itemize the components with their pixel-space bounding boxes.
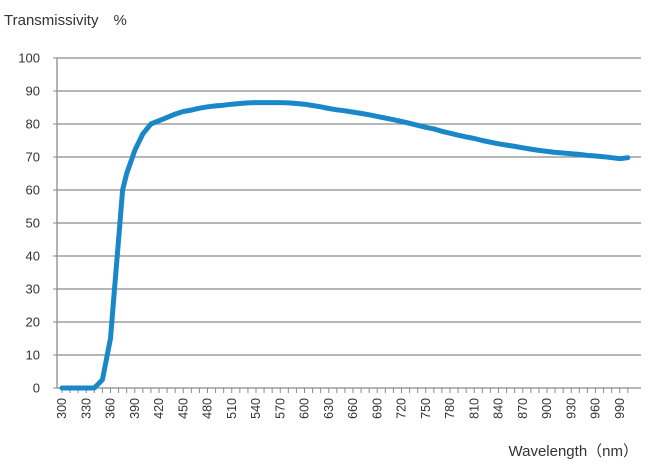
y-tick-label: 90	[26, 84, 40, 99]
y-axis-title: Transmissivity %	[4, 12, 127, 29]
x-axis-title: Wavelength（nm）	[509, 443, 639, 460]
x-tick-label: 390	[128, 398, 142, 419]
x-tick-label: 600	[298, 398, 312, 419]
x-tick-label: 660	[346, 398, 360, 419]
y-tick-label: 30	[26, 282, 40, 297]
x-tick-label: 630	[322, 398, 336, 419]
gridlines	[57, 57, 641, 356]
y-tick-label: 70	[26, 150, 40, 165]
series-lines	[59, 100, 631, 391]
x-tick-label: 870	[516, 398, 530, 419]
y-tick-label: 80	[26, 117, 40, 132]
x-tick-label: 690	[370, 398, 384, 419]
y-tick-label: 40	[26, 249, 40, 264]
axes	[53, 57, 641, 393]
y-tick-label: 20	[26, 315, 40, 330]
y-tick-labels: 0 10 20 30 40 50 60 70 80 90 100	[18, 51, 40, 396]
x-tick-label: 480	[201, 398, 215, 419]
x-tick-label: 420	[152, 398, 166, 419]
x-tick-label: 780	[443, 398, 457, 419]
x-tick-label: 570	[273, 398, 287, 419]
x-tick-label: 810	[467, 398, 481, 419]
x-tick-label: 900	[540, 398, 554, 419]
x-tick-label: 930	[564, 398, 578, 419]
x-tick-label: 300	[55, 398, 69, 419]
x-tick-label: 450	[176, 398, 190, 419]
y-tick-label: 100	[18, 51, 40, 66]
x-tick-label: 750	[419, 398, 433, 419]
x-tick-label: 510	[225, 398, 239, 419]
x-tick-label: 990	[613, 398, 627, 419]
x-tick-label: 330	[79, 398, 93, 419]
y-tick-label: 60	[26, 183, 40, 198]
y-tick-label: 10	[26, 348, 40, 363]
series-line	[59, 100, 631, 391]
x-tick-label: 840	[492, 398, 506, 419]
x-tick-labels: 300 330 360 390 420 450 480 510 540 570 600 630 660 6…	[55, 398, 627, 419]
x-tick-label: 360	[104, 398, 118, 419]
x-tick-label: 960	[589, 398, 603, 419]
x-tick-label: 720	[395, 398, 409, 419]
y-tick-label: 50	[26, 216, 40, 231]
x-tick-label: 540	[249, 398, 263, 419]
y-tick-label: 0	[33, 381, 40, 396]
